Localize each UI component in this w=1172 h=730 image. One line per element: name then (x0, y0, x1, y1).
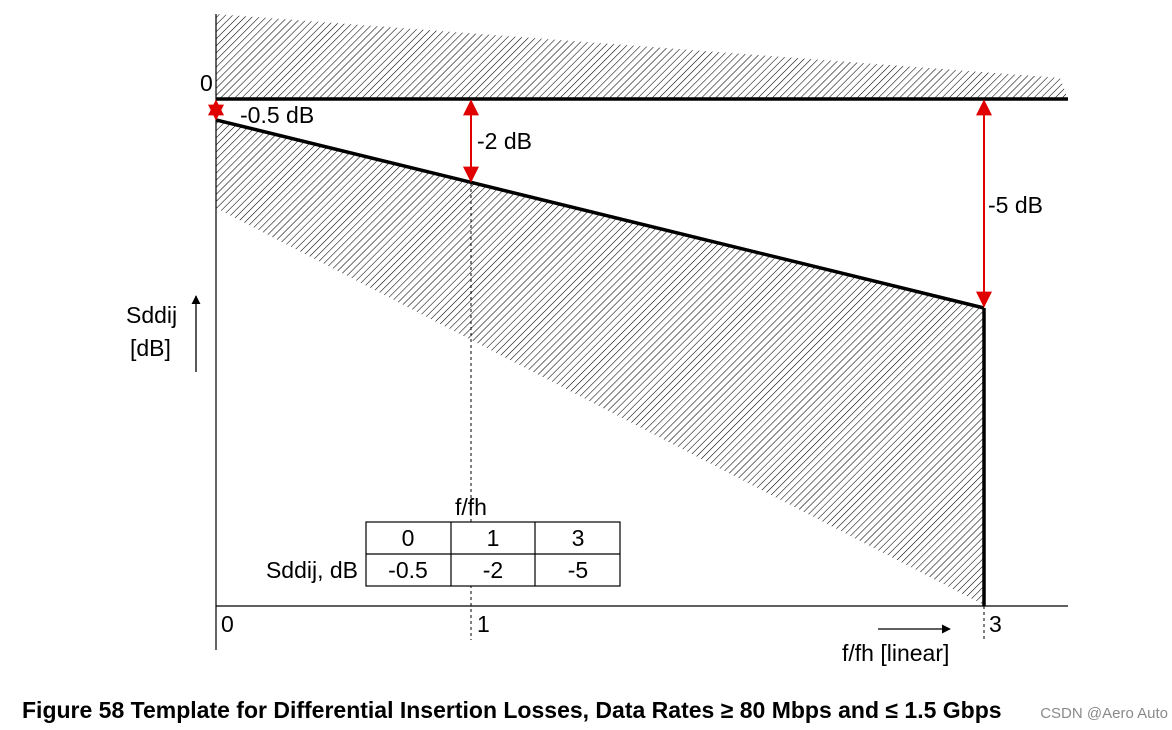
annotation-5db: -5 dB (988, 192, 1043, 218)
limit-line (215, 118, 985, 310)
watermark: CSDN @Aero Auto (1040, 705, 1168, 722)
table-value-0: -0.5 (388, 557, 428, 583)
table-col-1: 1 (487, 525, 500, 551)
lower-forbidden-region (216, 121, 984, 605)
y-zero-label: 0 (200, 70, 213, 96)
x-axis-label: f/fh [linear] (842, 640, 949, 666)
upper-forbidden-region (216, 14, 1068, 99)
table-col-3: 3 (572, 525, 585, 551)
table-row-label: Sddij, dB (266, 557, 358, 583)
figure-caption: Figure 58 Template for Differential Inse… (22, 697, 1002, 723)
table-col-0: 0 (402, 525, 415, 551)
y-axis-label-line1: Sddij (126, 302, 177, 328)
table-header-caption: f/fh (455, 494, 487, 520)
table-value-3: -5 (568, 557, 588, 583)
x-tick-3: 3 (989, 611, 1002, 637)
annotation-0-5db: -0.5 dB (240, 102, 314, 128)
y-axis-label-line2: [dB] (130, 335, 171, 361)
x-tick-0: 0 (221, 611, 234, 637)
annotation-2db: -2 dB (477, 128, 532, 154)
table-value-1: -2 (483, 557, 503, 583)
x-tick-1: 1 (477, 611, 490, 637)
value-table: f/fh 0 1 3 Sddij, dB -0.5 -2 -5 (266, 494, 621, 587)
